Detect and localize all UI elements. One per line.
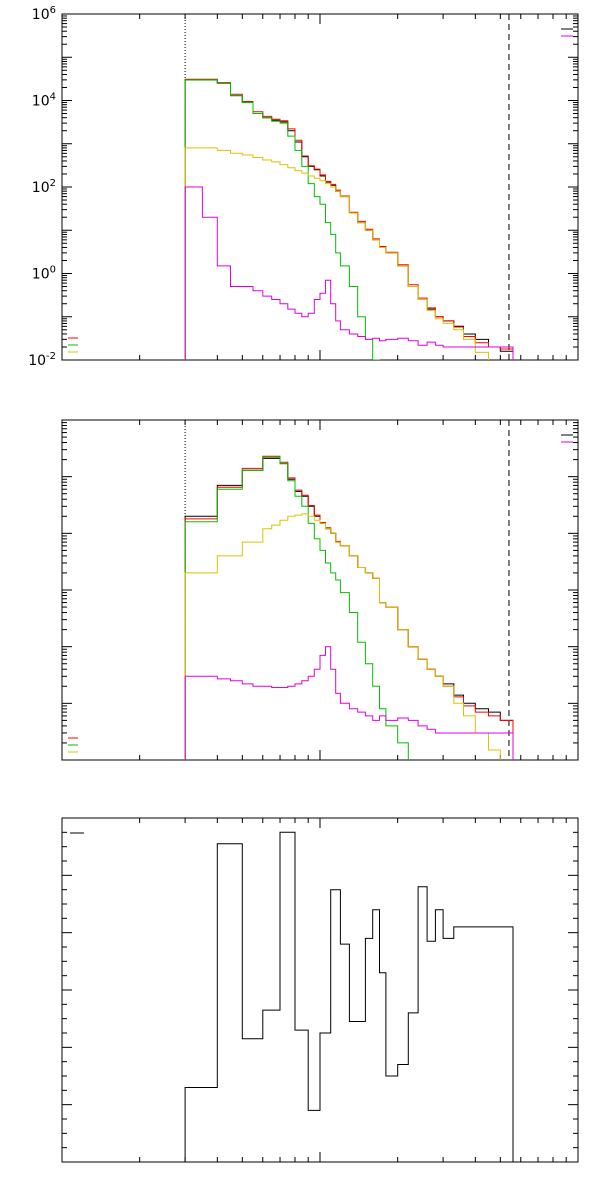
series-group <box>184 455 514 760</box>
series-1-line <box>184 457 514 760</box>
chart-1: 10-2 100 102 104 106 <box>28 5 579 369</box>
series-3-line <box>184 79 380 360</box>
series-5-line <box>184 646 514 760</box>
chart-3 <box>61 817 579 1163</box>
plot-frame <box>61 419 579 761</box>
series-group <box>184 831 514 1162</box>
series-1-line <box>184 79 514 360</box>
series-5-line <box>184 186 514 360</box>
series-2-line <box>184 78 514 360</box>
y-tick-label: 106 <box>32 5 56 23</box>
y-tick-label: 104 <box>32 92 56 110</box>
series-4-line <box>184 147 489 360</box>
y-tick-label: 102 <box>32 178 56 196</box>
series-4-line <box>184 513 501 760</box>
plot-frame <box>61 13 579 361</box>
series-1-line <box>184 831 514 1162</box>
series-3-line <box>184 456 409 760</box>
series-2-line <box>184 455 514 760</box>
y-tick-label: 100 <box>32 265 56 283</box>
chart-2 <box>61 419 579 761</box>
series-group <box>184 78 514 360</box>
y-tick-label: 10-2 <box>28 351 56 369</box>
